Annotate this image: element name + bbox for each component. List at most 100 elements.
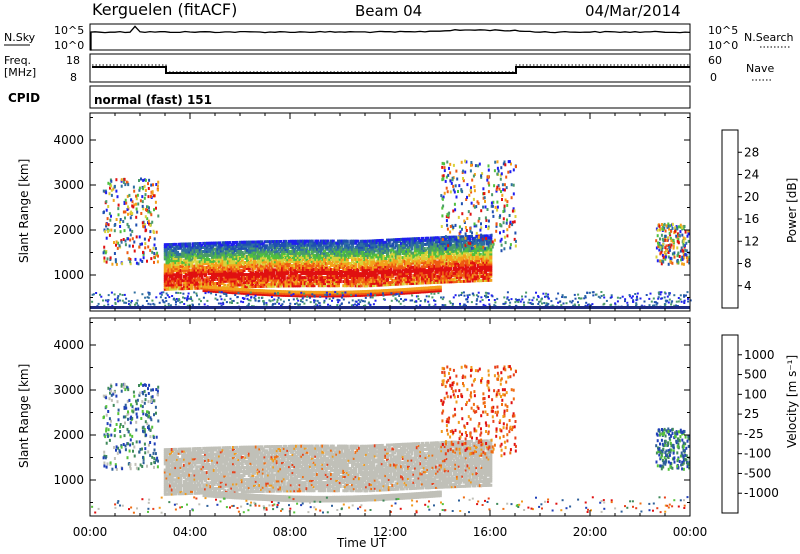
power-cell — [408, 237, 412, 241]
power-cell — [487, 260, 491, 264]
power-cell — [449, 235, 452, 239]
power-cell — [176, 283, 179, 287]
power-cell — [480, 258, 484, 262]
power-cell — [366, 266, 370, 270]
power-cell — [447, 258, 451, 262]
power-cell — [242, 252, 246, 256]
power-cell — [506, 200, 509, 204]
power-cell — [484, 260, 487, 264]
power-cell — [400, 280, 403, 284]
power-cell — [382, 292, 386, 296]
power-cell — [312, 261, 316, 265]
power-cell — [177, 252, 181, 256]
power-cell — [374, 291, 377, 295]
power-cell — [108, 192, 111, 196]
power-cell — [298, 247, 302, 251]
power-cell — [195, 254, 199, 258]
power-cell — [375, 281, 379, 285]
power-cell — [219, 263, 223, 267]
power-cell — [473, 240, 477, 244]
power-cell — [485, 240, 489, 244]
power-cell — [277, 291, 281, 295]
power-cell — [307, 280, 311, 284]
power-cell — [428, 246, 431, 250]
power-cell — [431, 246, 435, 250]
power-cell — [457, 267, 461, 271]
power-cell — [270, 250, 274, 254]
power-cell — [142, 256, 145, 260]
power-cell — [316, 257, 319, 261]
power-cell — [485, 258, 489, 262]
power-cell — [463, 279, 466, 283]
power-cell — [147, 182, 149, 186]
power-cell — [475, 244, 479, 248]
power-cell — [167, 261, 171, 265]
power-cell — [340, 239, 344, 243]
power-cell — [498, 187, 501, 191]
power-cell — [126, 194, 129, 198]
power-cell — [167, 273, 171, 277]
power-cell — [211, 251, 214, 255]
power-cell — [443, 256, 447, 260]
power-cell — [268, 274, 272, 278]
power-cell — [311, 294, 314, 298]
power-cell — [202, 296, 205, 299]
power-cell — [668, 245, 671, 249]
power-cell — [452, 272, 456, 276]
power-cell — [394, 252, 398, 256]
power-cell — [324, 251, 328, 255]
power-cell — [422, 265, 426, 269]
power-cell — [454, 259, 458, 263]
power-cell — [443, 254, 447, 258]
power-cell — [465, 198, 468, 201]
power-cell — [330, 270, 333, 273]
power-cell — [240, 277, 244, 281]
power-cell — [247, 275, 251, 278]
power-cell — [305, 247, 309, 251]
power-cell — [486, 178, 489, 182]
power-cell — [296, 239, 300, 243]
power-cell — [452, 235, 456, 239]
power-cell — [410, 259, 414, 263]
power-cell — [461, 235, 465, 239]
power-cell — [242, 240, 246, 244]
power-cell — [424, 261, 428, 265]
power-cell — [352, 262, 356, 265]
power-cell — [205, 258, 209, 261]
power-cell — [258, 289, 262, 293]
power-cell — [354, 249, 358, 253]
power-cell — [359, 239, 363, 243]
power-cell — [491, 240, 494, 244]
power-cell — [319, 272, 323, 275]
power-cell — [186, 258, 190, 262]
power-cell — [279, 284, 283, 288]
power-cell — [221, 263, 225, 267]
power-cell — [337, 265, 340, 269]
power-cell — [489, 252, 493, 256]
power-cell — [130, 210, 133, 214]
power-cell — [291, 256, 295, 259]
power-cell — [358, 243, 361, 247]
power-cell — [239, 263, 242, 267]
power-cell — [191, 268, 195, 272]
power-cell — [230, 283, 234, 287]
power-cell — [321, 284, 325, 288]
power-cell — [284, 258, 288, 262]
power-cell — [433, 246, 437, 250]
power-cell — [286, 270, 290, 274]
power-cell — [377, 243, 381, 247]
power-cell — [475, 277, 479, 281]
power-cell — [281, 282, 284, 286]
power-cell — [260, 250, 263, 254]
power-cell — [155, 183, 158, 186]
power-cell — [281, 244, 284, 247]
power-cell — [155, 206, 157, 210]
power-cell — [293, 254, 297, 257]
power-cell — [487, 250, 491, 254]
power-cell — [307, 253, 311, 257]
power-cell — [270, 244, 274, 248]
power-cell — [676, 246, 679, 250]
power-cell — [321, 259, 325, 263]
power-cell — [205, 282, 209, 286]
power-cell — [338, 261, 342, 265]
